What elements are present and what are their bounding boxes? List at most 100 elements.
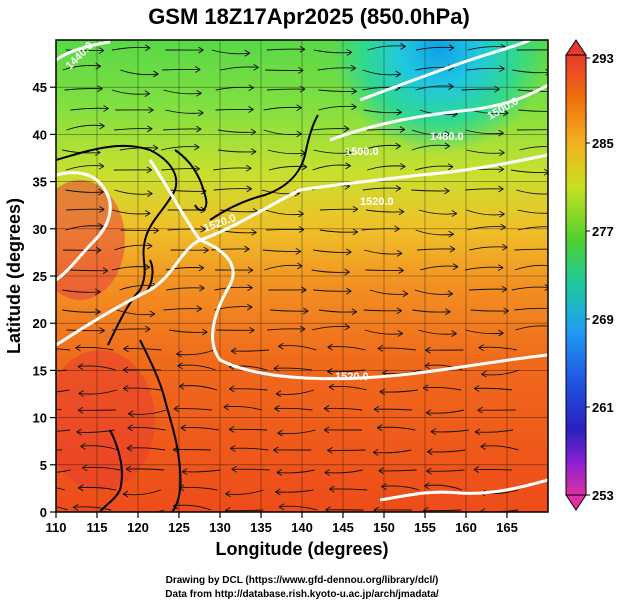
streamline — [169, 329, 208, 333]
streamline — [262, 249, 301, 253]
streamline-arrow — [346, 248, 352, 256]
streamline-arrow — [551, 88, 556, 94]
streamline-arrow — [72, 503, 79, 511]
streamline — [211, 248, 250, 251]
streamline-arrow — [78, 390, 84, 397]
streamline-arrow — [298, 226, 305, 233]
streamline — [123, 387, 162, 391]
streamline-arrow — [147, 125, 153, 133]
streamline-arrow — [244, 245, 250, 253]
x-tick-label: 145 — [332, 520, 354, 535]
streamline — [220, 66, 259, 71]
streamline-arrow — [31, 389, 36, 395]
contour-label: 1480.0 — [430, 131, 464, 143]
streamline-arrow — [381, 483, 387, 490]
contour-1520 — [56, 238, 548, 381]
streamline — [473, 469, 512, 471]
streamline-arrow — [77, 484, 84, 492]
streamline-arrow — [502, 243, 508, 251]
coastline-philippines — [139, 339, 182, 512]
streamline-arrow — [147, 190, 153, 197]
y-axis-ticks: 0 5 10 15 20 25 30 35 40 45 — [33, 80, 56, 520]
streamline-arrow — [426, 467, 432, 475]
streamline-arrow — [247, 266, 254, 274]
streamline — [73, 506, 112, 511]
streamline — [516, 189, 548, 195]
streamline-arrow — [395, 184, 402, 192]
streamline — [62, 289, 101, 293]
streamline — [367, 165, 406, 171]
streamline — [229, 388, 268, 391]
streamline-arrow — [146, 242, 153, 250]
streamline — [514, 248, 548, 251]
streamline — [318, 89, 357, 92]
streamline — [311, 325, 350, 331]
streamline-arrow — [397, 330, 404, 337]
contour-1440 — [56, 40, 111, 62]
streamline — [213, 167, 252, 171]
streamline-arrow — [344, 268, 350, 276]
streamline — [66, 208, 105, 211]
streamline-arrow — [33, 470, 38, 476]
streamline-arrow — [379, 388, 386, 396]
plot-area: 1440.0 1480.0 1500.0 1520.0 1520.0 1500.… — [31, 40, 556, 512]
streamline-arrow — [194, 66, 201, 73]
streamline-arrow — [545, 68, 548, 76]
streamline-arrow — [75, 344, 81, 352]
streamline-arrow — [550, 127, 555, 133]
streamline-arrow — [448, 83, 454, 90]
streamline — [214, 286, 253, 291]
streamline-arrow — [498, 129, 504, 137]
streamline-arrow — [246, 164, 252, 172]
streamline-arrow — [480, 443, 486, 450]
streamline-arrow — [548, 324, 553, 330]
streamline — [312, 164, 351, 171]
streamline — [423, 509, 462, 512]
streamline-arrow — [273, 446, 279, 454]
streamline-arrow — [247, 284, 253, 292]
streamline — [276, 469, 315, 474]
y-tick-label: 15 — [33, 363, 47, 378]
streamline-arrow — [80, 442, 86, 450]
streamline-arrow — [299, 45, 306, 53]
streamline — [411, 129, 450, 136]
streamline — [266, 48, 305, 51]
streamline — [378, 469, 417, 472]
streamline — [182, 469, 221, 473]
x-tick-label: 150 — [373, 520, 395, 535]
streamline — [128, 409, 167, 415]
x-tick-label: 120 — [127, 520, 149, 535]
colorbar-bottom-arrow — [565, 494, 587, 511]
coastlines — [56, 114, 319, 512]
streamline — [511, 286, 548, 291]
streamline-arrow — [127, 424, 133, 432]
streamline — [230, 447, 269, 451]
streamline-arrow — [452, 263, 459, 271]
streamline-arrow — [352, 205, 359, 213]
streamline-arrow — [153, 70, 159, 78]
streamline-arrow — [400, 43, 406, 50]
streamline-arrow — [98, 223, 104, 230]
streamline-arrow — [299, 325, 306, 333]
streamline-arrow — [223, 403, 230, 411]
streamline-arrow — [474, 428, 481, 436]
streamline-arrow — [451, 330, 457, 337]
streamline-arrow — [473, 466, 480, 473]
streamline — [264, 264, 303, 271]
streamline — [56, 348, 70, 351]
streamline-arrow — [477, 406, 483, 414]
streamline-arrow — [298, 210, 304, 218]
colorbar: 293 285 277 269 261 253 — [565, 39, 614, 511]
streamline-arrow — [98, 188, 104, 196]
streamline — [412, 309, 451, 313]
streamline-arrow — [144, 263, 151, 271]
streamline-arrow — [253, 64, 259, 71]
streamline-arrow — [231, 465, 237, 473]
streamline-arrow — [251, 228, 257, 236]
streamline-arrow — [229, 385, 235, 393]
x-tick-label: 135 — [250, 520, 272, 535]
streamline-arrow — [423, 507, 429, 512]
y-tick-label: 10 — [33, 411, 47, 426]
streamline — [311, 269, 350, 273]
